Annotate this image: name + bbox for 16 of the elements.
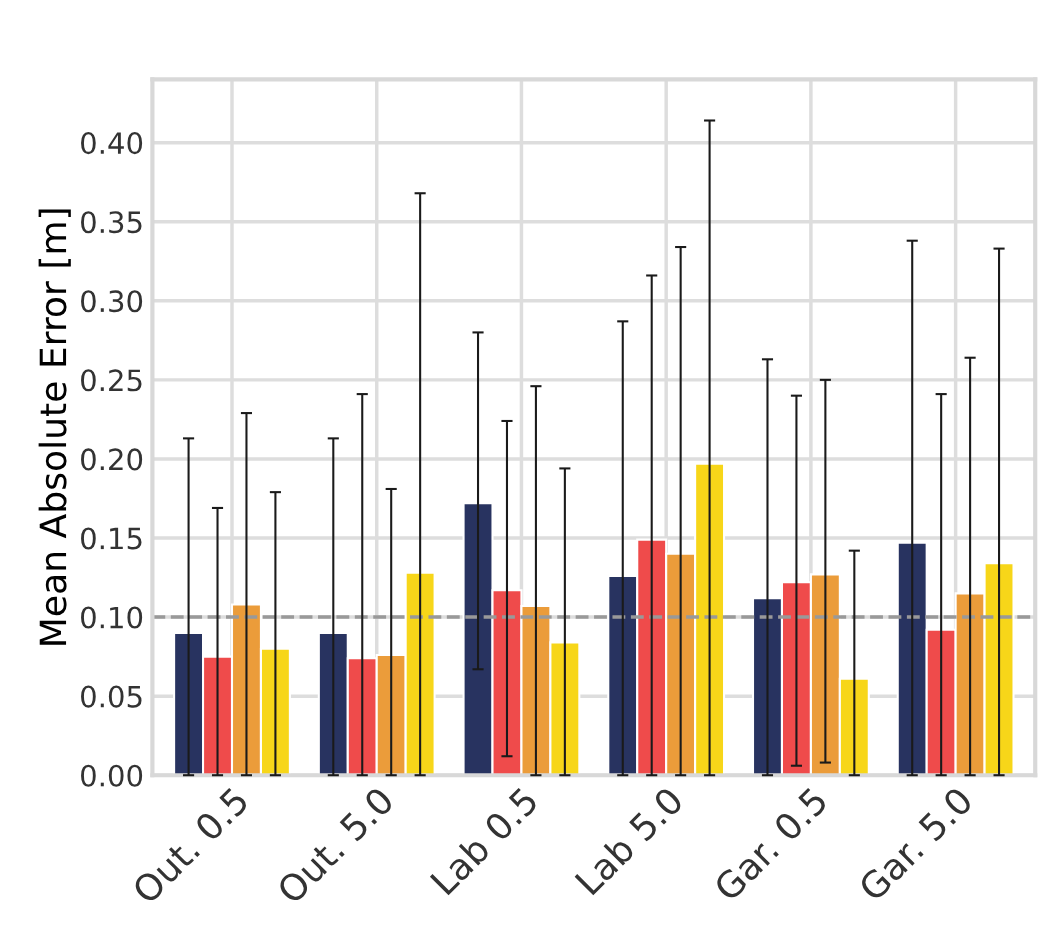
y-tick-label: 0.15 (81, 527, 142, 550)
y-tick-label: 0.05 (81, 685, 142, 708)
x-tick-label: Lab 0.5 (429, 785, 539, 896)
x-tick-label: Gar. 0.5 (712, 786, 829, 903)
x-tick-label: Out. 0.5 (130, 786, 250, 906)
x-tick-label: Lab 5.0 (573, 785, 685, 896)
y-tick-label: 0.40 (81, 132, 143, 155)
x-tick-label: Out. 5.0 (275, 785, 395, 906)
y-tick-label: 0.25 (81, 369, 142, 392)
y-tick-label: 0.20 (81, 448, 143, 471)
y-tick-label: 0.00 (81, 764, 143, 787)
y-axis-title: Mean Absolute Error [m] (38, 209, 71, 645)
x-tick-label: Gar. 5.0 (857, 785, 974, 903)
y-tick-label: 0.30 (81, 290, 143, 313)
y-tick-label: 0.10 (81, 606, 143, 629)
y-tick-label: 0.35 (81, 211, 142, 234)
